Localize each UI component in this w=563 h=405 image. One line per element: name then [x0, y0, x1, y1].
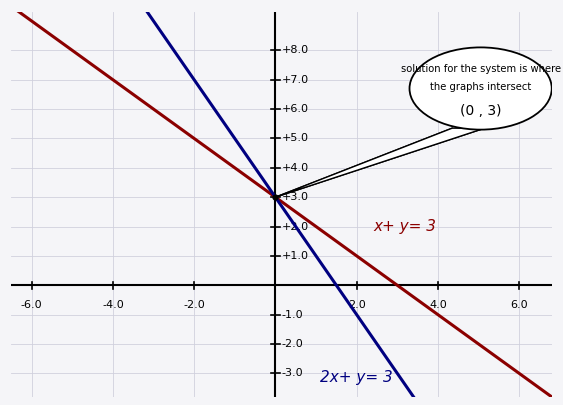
Text: 6.0: 6.0 — [511, 300, 528, 310]
Text: +3.0: +3.0 — [282, 192, 309, 202]
Text: -6.0: -6.0 — [21, 300, 42, 310]
Text: the graphs intersect: the graphs intersect — [430, 82, 531, 92]
Text: -4.0: -4.0 — [102, 300, 124, 310]
Text: 2x+ y= 3: 2x+ y= 3 — [320, 370, 393, 385]
Text: -3.0: -3.0 — [282, 369, 303, 378]
Text: -1.0: -1.0 — [282, 310, 303, 320]
Text: 4.0: 4.0 — [429, 300, 447, 310]
Text: +5.0: +5.0 — [282, 133, 309, 143]
Text: -2.0: -2.0 — [183, 300, 205, 310]
Text: +7.0: +7.0 — [282, 75, 309, 85]
Text: +2.0: +2.0 — [282, 222, 309, 232]
Text: +4.0: +4.0 — [282, 163, 309, 173]
Text: (0 , 3): (0 , 3) — [460, 104, 502, 117]
Polygon shape — [275, 128, 485, 197]
Text: x+ y= 3: x+ y= 3 — [373, 219, 436, 234]
Ellipse shape — [409, 47, 552, 130]
Text: +1.0: +1.0 — [282, 251, 309, 261]
Text: +8.0: +8.0 — [282, 45, 309, 55]
Text: 2.0: 2.0 — [348, 300, 365, 310]
Text: +6.0: +6.0 — [282, 104, 309, 114]
Text: -2.0: -2.0 — [282, 339, 303, 349]
Text: solution for the system is where: solution for the system is where — [400, 64, 561, 75]
